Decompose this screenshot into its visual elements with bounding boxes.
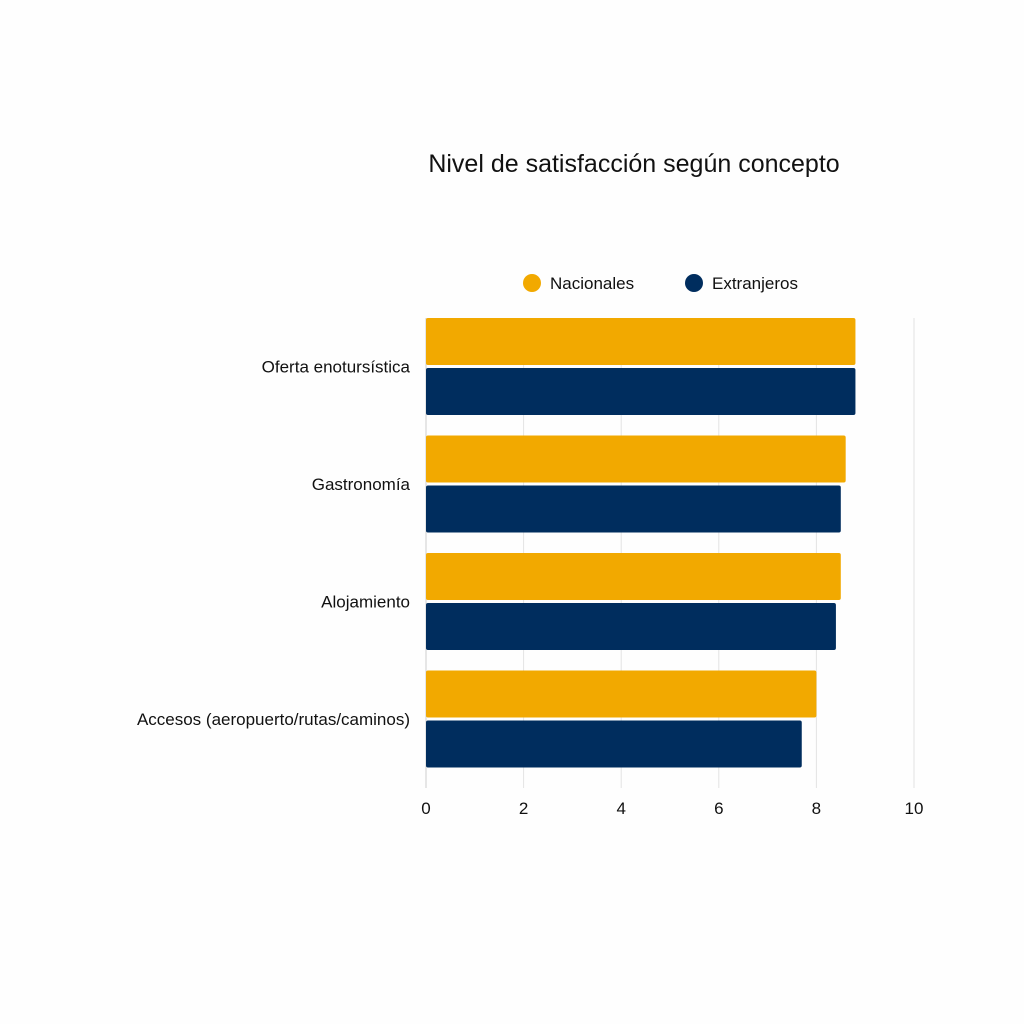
bar-nacionales-2 (426, 553, 841, 600)
bar-extranjeros-0 (426, 368, 856, 415)
legend-marker-extranjeros (685, 274, 703, 292)
category-label: Oferta enotursística (262, 358, 411, 377)
legend-label-nacionales: Nacionales (550, 274, 634, 293)
x-tick-label: 2 (519, 799, 528, 818)
chart-title: Nivel de satisfacción según concepto (428, 150, 839, 178)
bar-extranjeros-3 (426, 720, 802, 768)
bar-nacionales-3 (426, 670, 817, 718)
category-label: Alojamiento (321, 593, 410, 612)
bar-extranjeros-1 (426, 485, 841, 533)
x-tick-label: 0 (421, 799, 430, 818)
x-axis-tick-labels: 0 2 4 6 8 10 (421, 799, 923, 818)
bars (426, 318, 856, 768)
legend-label-extranjeros: Extranjeros (712, 274, 798, 293)
bar-nacionales-1 (426, 435, 846, 483)
bar-extranjeros-2 (426, 603, 836, 650)
bar-nacionales-0 (426, 318, 856, 365)
category-label: Gastronomía (312, 475, 411, 494)
x-tick-label: 8 (812, 799, 821, 818)
legend: Nacionales Extranjeros (523, 274, 798, 293)
x-tick-label: 10 (905, 799, 924, 818)
x-tick-label: 4 (616, 799, 625, 818)
category-labels: Oferta enotursística Gastronomía Alojamien… (137, 358, 411, 730)
x-tick-label: 6 (714, 799, 723, 818)
legend-marker-nacionales (523, 274, 541, 292)
category-label: Accesos (aeropuerto/rutas/caminos) (137, 710, 410, 729)
